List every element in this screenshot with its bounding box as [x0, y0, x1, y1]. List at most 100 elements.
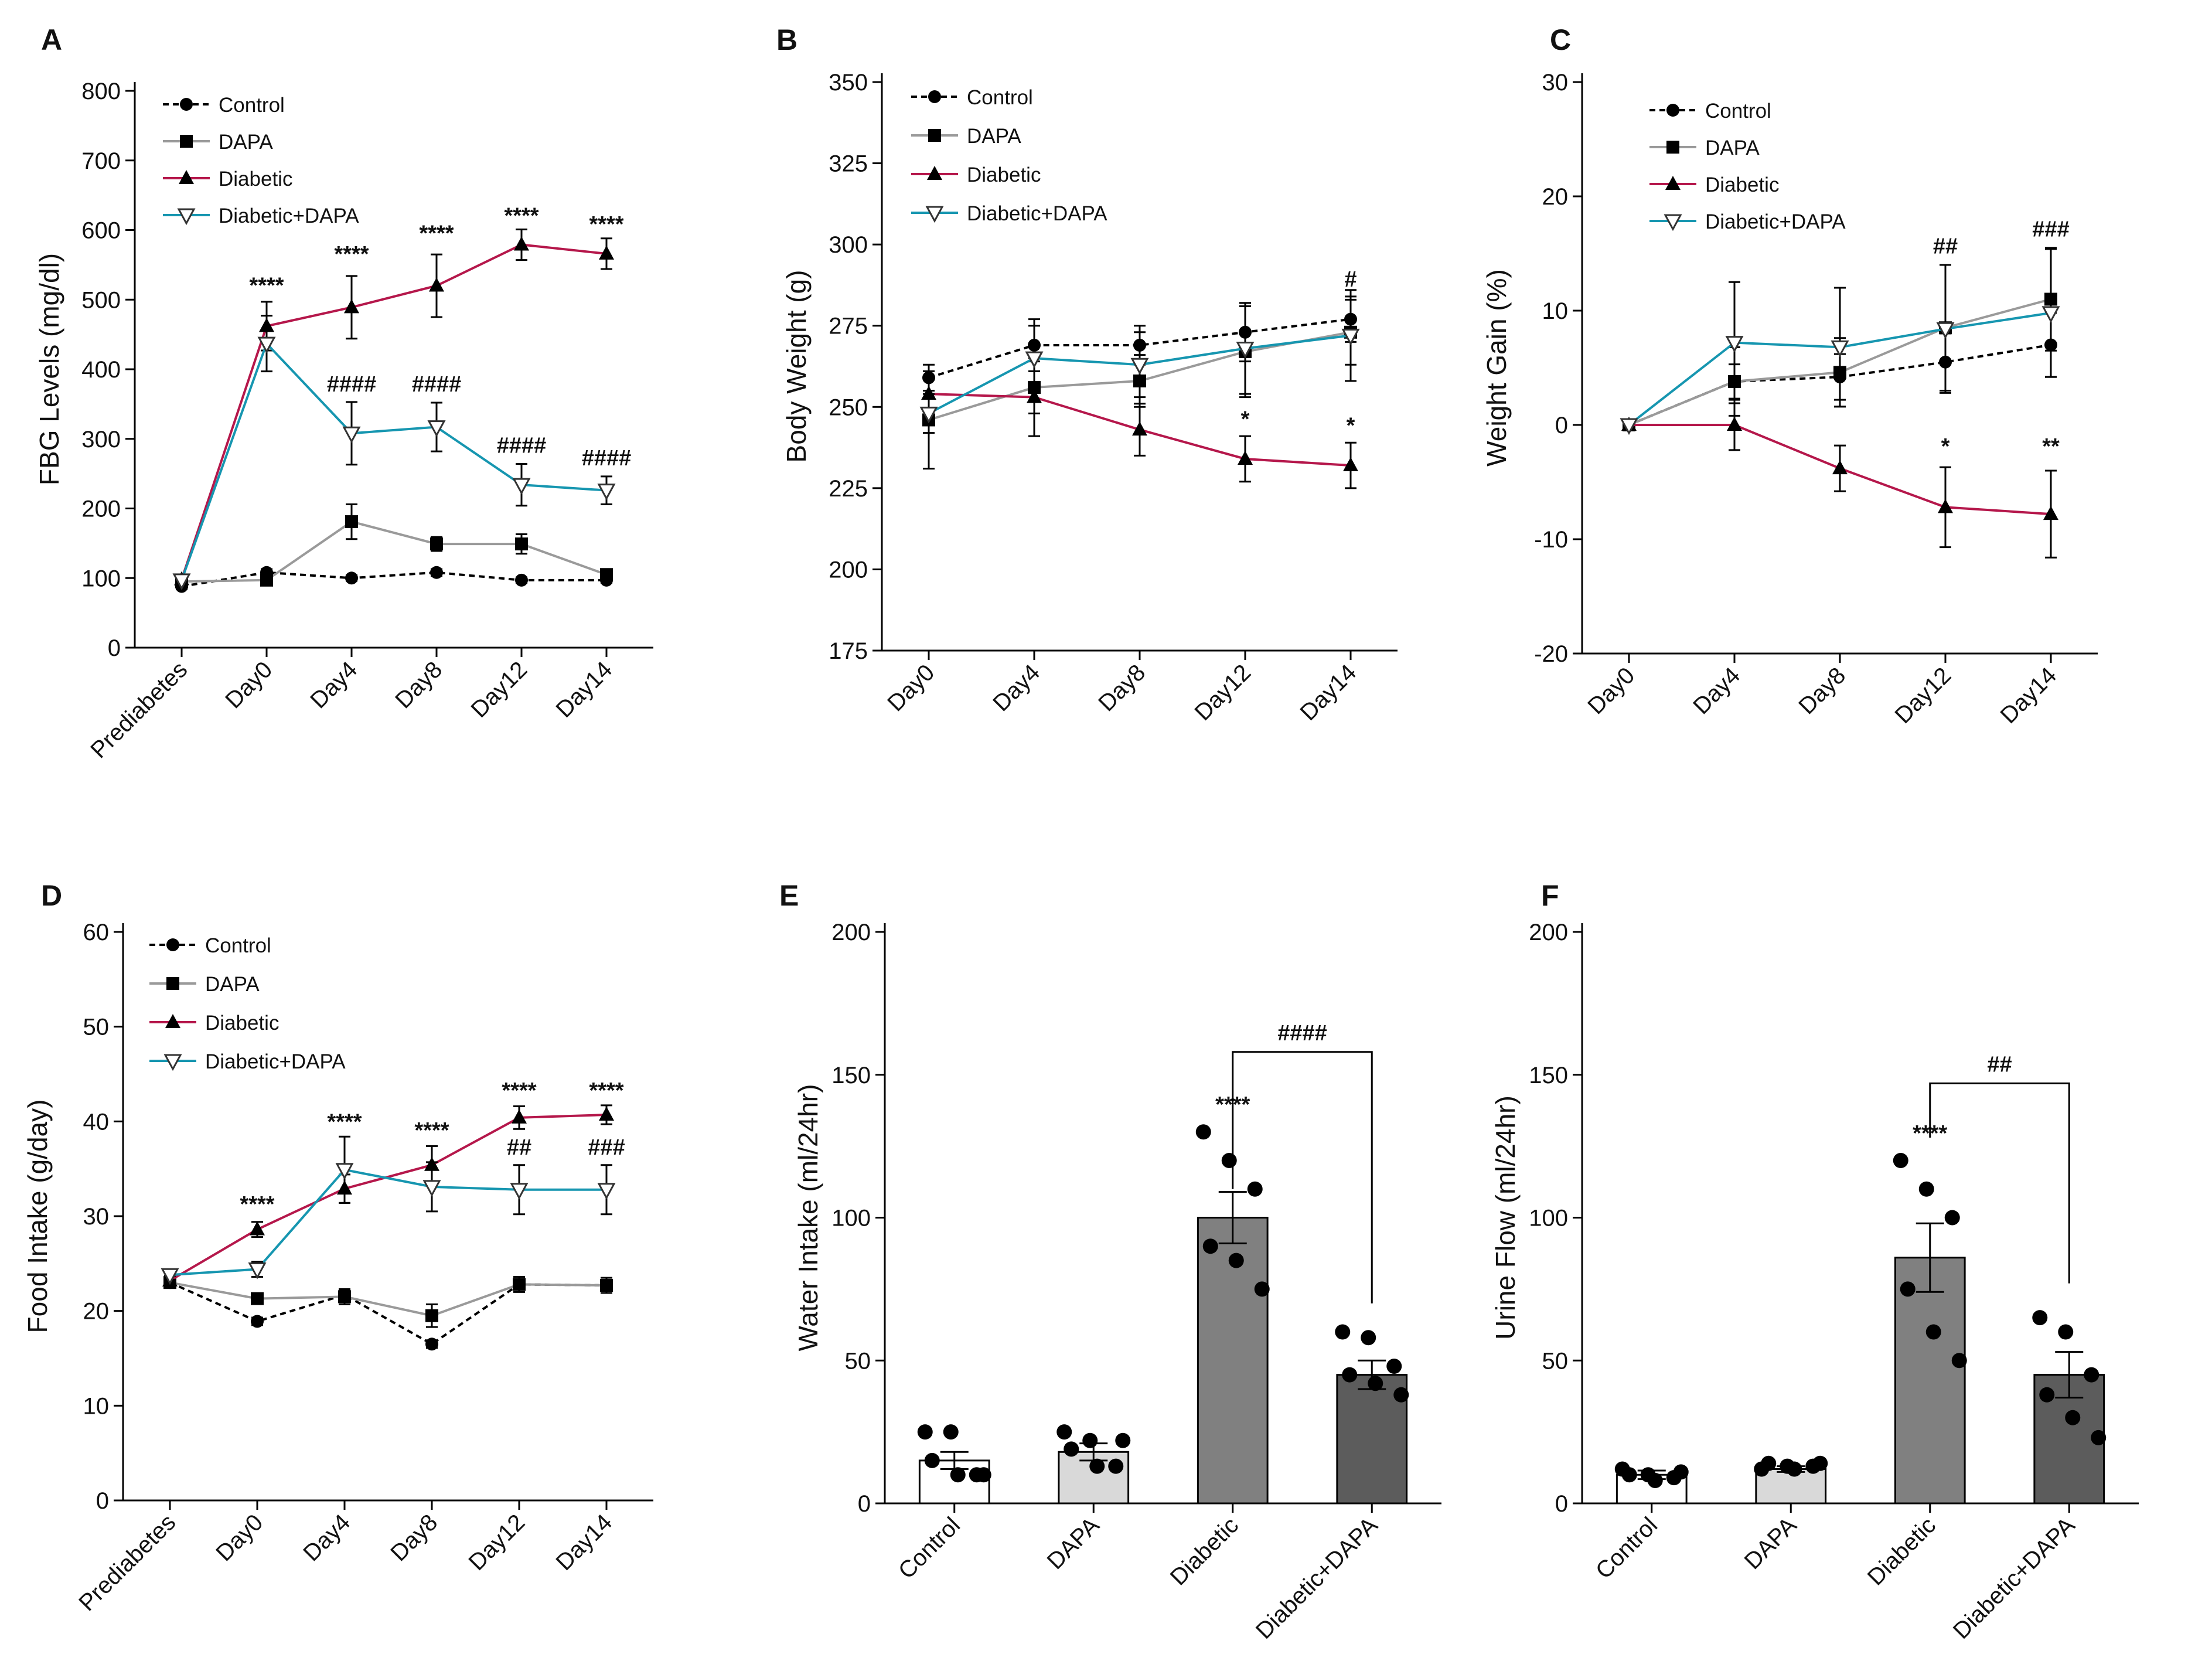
y-tick-label: -10 [1534, 527, 1568, 553]
data-point [1673, 1464, 1689, 1480]
data-point [1727, 417, 1742, 431]
comparison-bracket [1929, 1082, 2070, 1284]
significance-label: **** [327, 1110, 362, 1134]
legend-marker [166, 938, 179, 951]
data-point [1221, 1153, 1237, 1168]
data-point [1621, 1467, 1637, 1483]
y-axis-title: Water Intake (ml/24hr) [793, 1084, 823, 1352]
y-tick-label: 400 [81, 357, 121, 383]
data-point [430, 566, 443, 579]
data-point [1238, 450, 1253, 465]
y-tick-label: 200 [1529, 920, 1568, 945]
data-point [1343, 457, 1358, 472]
legend-label: DAPA [967, 125, 1021, 148]
x-tick-label: Prediabetes [86, 656, 192, 763]
legend-label: Diabetic [1705, 173, 1779, 196]
data-point [597, 484, 616, 501]
data-point [1254, 1281, 1270, 1297]
legend-label: Diabetic+DAPA [219, 205, 359, 227]
y-tick-label: 50 [1542, 1348, 1569, 1374]
data-point [2041, 306, 2060, 324]
significance-label: **** [589, 1078, 623, 1103]
y-axis-title: Weight Gain (%) [1481, 269, 1512, 467]
data-point [1925, 1324, 1941, 1340]
data-point [924, 1452, 940, 1468]
legend-marker [166, 977, 179, 990]
x-tick-label: Control [1591, 1512, 1662, 1584]
data-point [425, 1338, 438, 1351]
data-point [515, 537, 528, 551]
data-point [2058, 1324, 2074, 1340]
y-tick-label: 200 [81, 496, 121, 522]
significance-label: **** [502, 1078, 536, 1103]
y-axis-title: Urine Flow (ml/24hr) [1490, 1095, 1521, 1340]
data-point [1936, 322, 1955, 339]
series-diabetic [174, 228, 614, 586]
data-point [427, 420, 446, 437]
x-tick-label: Prediabetes [74, 1509, 180, 1616]
data-point [2065, 1410, 2081, 1425]
legend-label: Diabetic+DAPA [205, 1050, 346, 1073]
series-line [169, 1281, 607, 1346]
data-point [600, 568, 613, 581]
panel-letter: F [1541, 879, 1559, 912]
significance-label: #### [497, 434, 547, 458]
significance-label: **** [419, 221, 454, 246]
data-point [1108, 1458, 1124, 1474]
data-point [1130, 358, 1149, 375]
panel-letter: C [1550, 23, 1571, 56]
data-point [422, 1180, 441, 1197]
y-tick-label: 600 [81, 218, 121, 244]
series-line [169, 1168, 606, 1277]
data-point [429, 277, 444, 292]
legend-marker [1666, 104, 1679, 117]
series-line [928, 318, 1351, 379]
data-point [1236, 342, 1255, 359]
x-tick-label: Day12 [466, 656, 532, 723]
data-point [1944, 1210, 1960, 1226]
legend-label: DAPA [1705, 137, 1760, 159]
series-line [169, 1114, 607, 1282]
data-point [1938, 499, 1953, 513]
y-tick-label: 10 [83, 1393, 110, 1419]
data-point [1725, 336, 1744, 353]
data-point [597, 1183, 616, 1200]
x-tick-label: Day8 [386, 1509, 442, 1566]
data-point [512, 478, 531, 495]
data-point [342, 426, 361, 444]
legend-marker [1666, 141, 1679, 154]
y-tick-label: 200 [831, 920, 871, 945]
series-diabetic-dapa [1620, 248, 2060, 435]
y-tick-label: 10 [1542, 298, 1569, 324]
y-tick-label: 0 [1555, 413, 1568, 438]
data-point [1831, 340, 1849, 358]
panel-letter: E [779, 879, 799, 912]
data-point [1082, 1432, 1098, 1448]
y-tick-label: 175 [829, 638, 868, 664]
series-diabetic [921, 357, 1358, 489]
data-point [248, 1262, 267, 1279]
y-tick-label: 0 [858, 1491, 871, 1517]
x-tick-label: Day8 [390, 656, 447, 713]
data-point [2039, 1387, 2055, 1403]
data-point [251, 1292, 264, 1305]
chart-panel-B: B 175 200 225 250 275 300 325 350 Body Weight (g)… [776, 23, 1398, 726]
y-tick-label: -20 [1534, 641, 1568, 667]
chart-panel-A: A 0 100 200 300 400 500 600 700 800 FBG Levels (mg… [34, 23, 653, 763]
y-tick-label: 150 [831, 1063, 871, 1088]
x-tick-label: Day4 [988, 659, 1045, 716]
data-point [1247, 1181, 1263, 1197]
data-point [599, 1107, 614, 1121]
data-point [335, 1163, 354, 1180]
chart-panel-F: F 0 50 100 150 200 Urine Flow (ml/24hr) Control… [1490, 879, 2139, 1644]
x-tick-label: Day0 [211, 1509, 268, 1566]
x-tick-label: Day0 [1583, 662, 1640, 719]
y-tick-label: 0 [1555, 1491, 1568, 1517]
data-point [1056, 1424, 1072, 1440]
y-tick-label: 275 [829, 314, 868, 339]
legend-marker [928, 129, 941, 142]
series-diabetic [1621, 399, 2058, 559]
data-point [425, 1309, 438, 1322]
series-diabetic-dapa [172, 315, 616, 590]
